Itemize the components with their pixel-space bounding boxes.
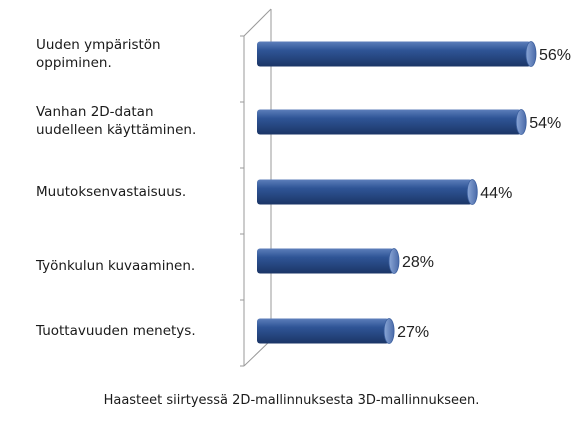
category-label-1-line1: Uuden ympäristön <box>36 37 161 53</box>
bar-cap-2 <box>515 109 527 135</box>
bar-cap-3 <box>466 179 478 205</box>
category-label-3: Muutoksenvastaisuus. <box>36 184 187 200</box>
value-label-1: 56% <box>539 47 571 64</box>
category-label-2-line2: uudelleen käyttäminen. <box>36 122 197 138</box>
category-label-2-line1: Vanhan 2D-datan <box>36 104 154 120</box>
category-label-1: Uuden ympäristön oppiminen. <box>36 36 241 72</box>
category-label-5: Tuottavuuden menetys. <box>36 323 196 339</box>
bar-1 <box>257 41 531 67</box>
bar-cap-1 <box>525 41 537 67</box>
bar-5 <box>257 318 390 344</box>
category-label-1-line2: oppiminen. <box>36 55 112 71</box>
bar-cap-4 <box>388 248 400 274</box>
bar-4 <box>257 248 394 274</box>
category-label-4: Työnkulun kuvaaminen. <box>36 258 196 274</box>
bar-cap-5 <box>383 318 395 344</box>
axis-top-diagonal <box>243 8 272 37</box>
chart-caption: Haasteet siirtyessä 2D-mallinnuksesta 3D… <box>103 393 480 408</box>
value-label-4: 28% <box>402 254 434 271</box>
bar-2 <box>257 109 522 135</box>
value-label-2: 54% <box>529 115 561 132</box>
value-label-5: 27% <box>397 324 429 341</box>
category-label-2: Vanhan 2D-datan uudelleen käyttäminen. <box>36 103 241 139</box>
axis-bottom-diagonal <box>243 339 272 367</box>
bars-group: 56% 54% 44% 28% 27% <box>257 41 571 344</box>
bar-3 <box>257 179 473 205</box>
value-label-3: 44% <box>480 185 512 202</box>
